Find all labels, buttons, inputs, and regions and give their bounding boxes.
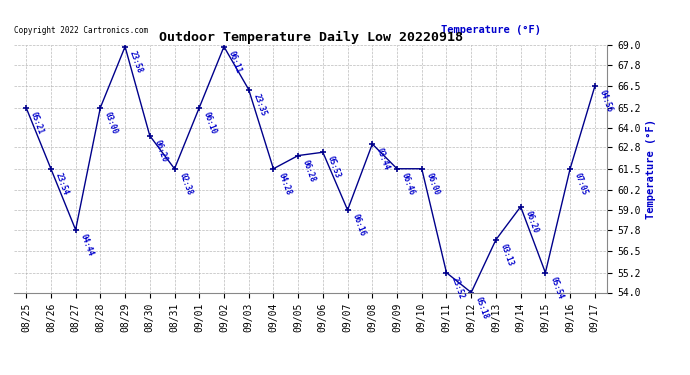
Text: 02:38: 02:38 bbox=[177, 171, 194, 196]
Text: Temperature (°F): Temperature (°F) bbox=[441, 25, 541, 35]
Y-axis label: Temperature (°F): Temperature (°F) bbox=[646, 119, 656, 219]
Text: 05:53: 05:53 bbox=[326, 155, 342, 180]
Text: 23:52: 23:52 bbox=[449, 276, 466, 300]
Text: 06:20: 06:20 bbox=[152, 138, 169, 164]
Text: 06:28: 06:28 bbox=[301, 158, 317, 183]
Text: 04:44: 04:44 bbox=[79, 232, 95, 257]
Text: 06:20: 06:20 bbox=[524, 210, 540, 234]
Text: 23:35: 23:35 bbox=[251, 92, 268, 117]
Text: 23:54: 23:54 bbox=[54, 171, 70, 196]
Text: 06:46: 06:46 bbox=[400, 171, 416, 196]
Text: 07:05: 07:05 bbox=[573, 171, 589, 196]
Text: 23:58: 23:58 bbox=[128, 50, 144, 74]
Text: 04:56: 04:56 bbox=[598, 89, 614, 114]
Text: 06:00: 06:00 bbox=[424, 171, 441, 196]
Text: Copyright 2022 Cartronics.com: Copyright 2022 Cartronics.com bbox=[14, 26, 148, 35]
Text: 03:44: 03:44 bbox=[375, 147, 391, 172]
Title: Outdoor Temperature Daily Low 20220918: Outdoor Temperature Daily Low 20220918 bbox=[159, 31, 462, 44]
Text: 05:54: 05:54 bbox=[548, 276, 564, 300]
Text: 05:18: 05:18 bbox=[474, 295, 491, 320]
Text: 06:10: 06:10 bbox=[202, 111, 218, 135]
Text: 06:11: 06:11 bbox=[227, 50, 243, 74]
Text: 03:00: 03:00 bbox=[103, 111, 119, 135]
Text: 03:13: 03:13 bbox=[499, 243, 515, 267]
Text: 06:16: 06:16 bbox=[351, 213, 366, 238]
Text: 05:21: 05:21 bbox=[29, 111, 46, 135]
Text: 04:28: 04:28 bbox=[276, 171, 293, 196]
